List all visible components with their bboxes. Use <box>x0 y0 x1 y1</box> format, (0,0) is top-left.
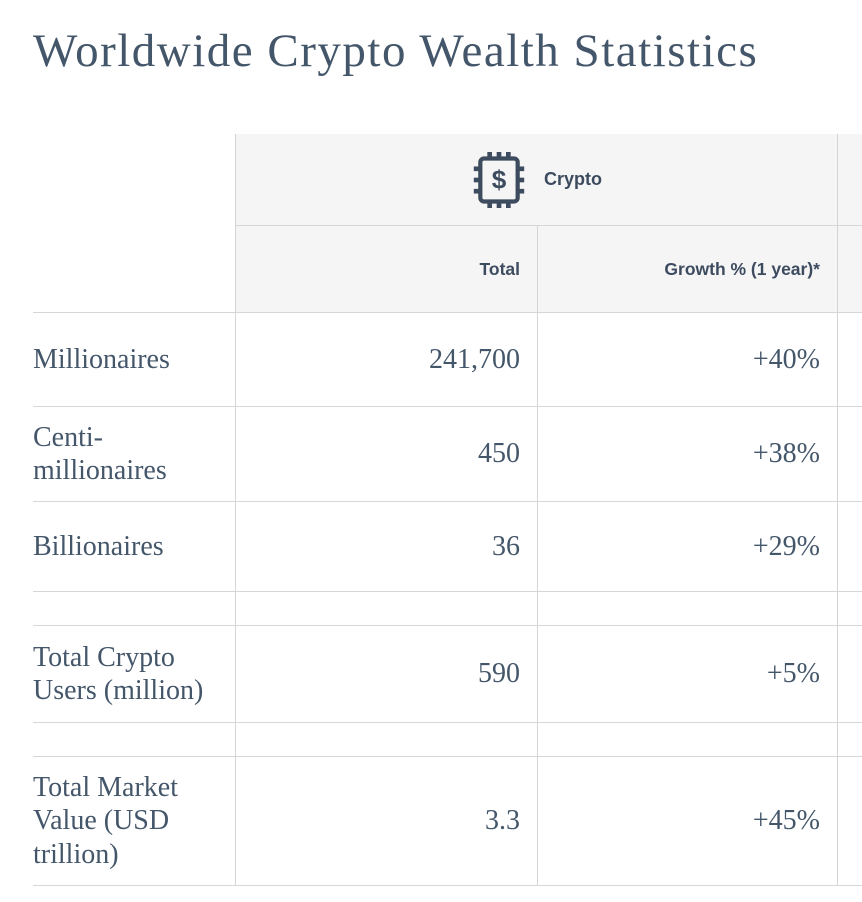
spacer-row-cell <box>537 722 837 756</box>
group-header-label: Crypto <box>544 169 602 189</box>
spacer-row-cell <box>33 591 235 625</box>
cutoff-cell <box>837 406 862 501</box>
total-value-centi-millionaires: 450 <box>235 406 537 501</box>
column-header-total: Total <box>235 225 537 312</box>
spacer-row-cell <box>837 722 862 756</box>
spacer-row-cell <box>235 722 537 756</box>
crypto-wealth-table: $ Crypto Total Growth % (1 year)* Millio… <box>33 134 862 886</box>
row-label-centi-millionaires: Centi-millionaires <box>33 406 235 501</box>
column-header-cutoff <box>837 225 862 312</box>
subheader-spacer-cell <box>33 225 235 312</box>
row-label-millionaires: Millionaires <box>33 312 235 406</box>
spacer-row-cell <box>235 591 537 625</box>
total-value-millionaires: 241,700 <box>235 312 537 406</box>
row-label-total-crypto-users: Total Crypto Users (million) <box>33 625 235 722</box>
total-value-total-market-value: 3.3 <box>235 756 537 886</box>
group-header-next-cutoff <box>837 134 862 225</box>
cutoff-cell <box>837 312 862 406</box>
total-value-total-crypto-users: 590 <box>235 625 537 722</box>
spacer-row-cell <box>537 591 837 625</box>
cutoff-cell <box>837 625 862 722</box>
chip-dollar-icon: $ <box>473 151 525 208</box>
row-label-total-market-value: Total Market Value (USD trillion) <box>33 756 235 886</box>
row-label-billionaires: Billionaires <box>33 501 235 591</box>
total-value-billionaires: 36 <box>235 501 537 591</box>
corner-spacer-cell <box>33 134 235 225</box>
spacer-row-cell <box>33 722 235 756</box>
column-header-growth: Growth % (1 year)* <box>537 225 837 312</box>
spacer-row-cell <box>837 591 862 625</box>
growth-value-total-crypto-users: +5% <box>537 625 837 722</box>
cutoff-cell <box>837 501 862 591</box>
group-header-crypto: $ Crypto <box>235 134 837 225</box>
dollar-glyph: $ <box>492 164 507 194</box>
cutoff-cell <box>837 756 862 886</box>
growth-value-billionaires: +29% <box>537 501 837 591</box>
growth-value-centi-millionaires: +38% <box>537 406 837 501</box>
growth-value-millionaires: +40% <box>537 312 837 406</box>
growth-value-total-market-value: +45% <box>537 756 837 886</box>
page-title: Worldwide Crypto Wealth Statistics <box>33 25 759 77</box>
